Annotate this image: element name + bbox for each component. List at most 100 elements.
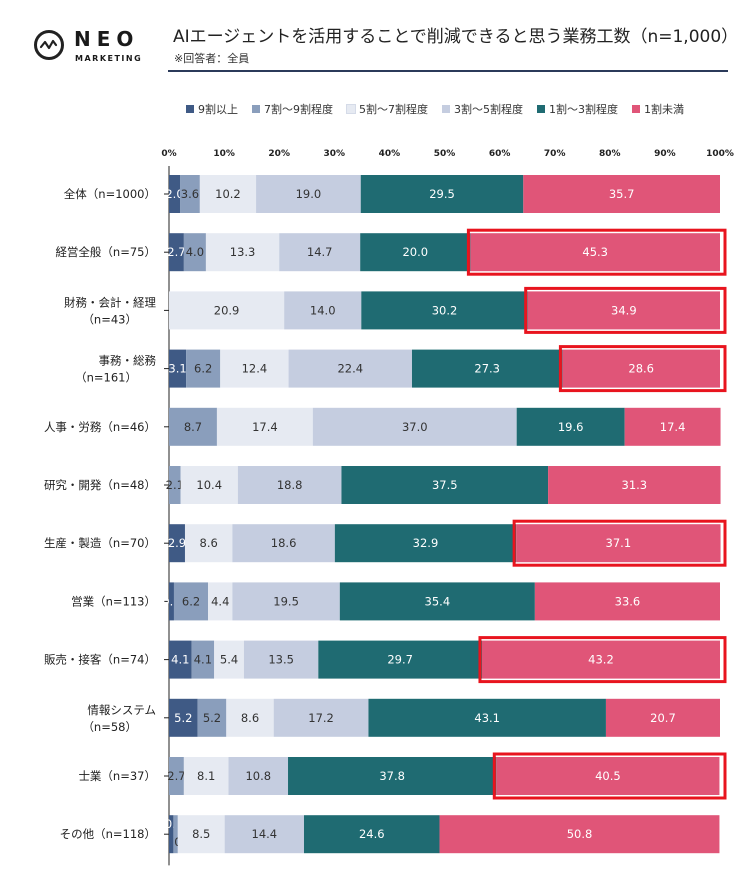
category-label: 全体（n=1000） [64, 187, 156, 201]
x-tick-label: 30% [324, 149, 346, 159]
data-label: 20.9 [214, 303, 240, 317]
data-label: 50.8 [567, 827, 593, 841]
data-label: 10.8 [245, 769, 271, 783]
data-label: 8.6 [200, 536, 218, 550]
data-label: 5.2 [203, 711, 221, 725]
bar-segment [534, 582, 720, 621]
bar-segment [256, 175, 361, 213]
data-label: 14.4 [252, 827, 278, 841]
data-label: 35.7 [609, 187, 635, 201]
bar-segment [183, 757, 229, 795]
bar-segment [220, 349, 289, 388]
data-label: 12.4 [242, 362, 268, 376]
bar-segment [169, 407, 217, 446]
bar-segment [312, 407, 517, 446]
data-label: 8.7 [184, 420, 202, 434]
bar-segment [184, 524, 233, 563]
bar-segment [180, 466, 238, 504]
legend-label: 3割～5割程度 [454, 103, 523, 116]
category-label-line: その他（n=118） [60, 827, 156, 841]
bar-segment [243, 640, 319, 679]
bar-segment [191, 640, 215, 679]
highlight-box [558, 345, 727, 393]
legend-label: 7割～9割程度 [264, 103, 333, 116]
bar-segment [288, 757, 497, 795]
legend-item: 1割～3割程度 [537, 101, 618, 117]
category-label: 事務・総務 （n=161） [75, 354, 156, 385]
bar-segment [361, 291, 528, 330]
legend-swatch [186, 105, 194, 113]
data-label: 8.5 [192, 827, 210, 841]
bar-segment [169, 349, 187, 388]
bar-segment [341, 466, 549, 504]
bar-segment [562, 349, 720, 388]
data-label: 45.3 [582, 245, 608, 259]
bar-segment [199, 175, 257, 213]
legend-label: 9割以上 [198, 103, 238, 116]
data-label: 28.6 [628, 362, 654, 376]
category-label-line: 営業（n=113） [71, 594, 156, 608]
legend-swatch [632, 105, 640, 113]
bar-segment [180, 175, 200, 213]
data-label: 6.2 [182, 594, 200, 608]
bar-segment [334, 524, 517, 563]
legend-label: 1割未満 [644, 103, 684, 116]
bar-segment [169, 640, 192, 679]
data-label: 14.7 [307, 245, 333, 259]
bar-segment [186, 349, 221, 388]
bar-segment [273, 698, 369, 737]
data-label: 4.4 [211, 594, 229, 608]
bar-segment [197, 698, 227, 737]
data-label: 29.7 [387, 653, 413, 667]
category-label-line: （n=58） [82, 720, 137, 734]
data-label: 17.4 [660, 420, 686, 434]
x-tick-label: 90% [654, 149, 676, 159]
data-label: 30.2 [432, 303, 458, 317]
bar-segment [169, 175, 181, 213]
chart-title: AIエージェントを活用することで削減できると思う業務工数（n=1,000） [173, 27, 739, 47]
bar-segment [411, 349, 563, 388]
bar-segment [624, 407, 721, 446]
data-label: 3.6 [181, 187, 199, 201]
title-divider [168, 70, 728, 72]
legend-item: 5割～7割程度 [346, 101, 428, 117]
brand-logo: NEO MARKETING [34, 26, 164, 68]
bar-segment [288, 349, 412, 388]
bar-segment [169, 815, 174, 854]
bar-segment [232, 524, 335, 563]
data-label: 31.3 [622, 478, 648, 492]
data-label: 4.1 [194, 653, 212, 667]
data-label: 14.0 [310, 303, 336, 317]
data-label: 13.3 [230, 245, 256, 259]
data-label: 18.6 [271, 536, 297, 550]
category-label: 営業（n=113） [71, 594, 156, 608]
data-label: 17.2 [308, 711, 334, 725]
data-label: 37.5 [432, 478, 458, 492]
legend-item: 3割～5割程度 [442, 101, 523, 117]
data-label: 4.0 [186, 245, 204, 259]
brand-subname: MARKETING [75, 54, 143, 63]
chart-subtitle: ※回答者：全員 [174, 52, 250, 65]
bar-segment [169, 582, 174, 621]
bar-segment [279, 233, 361, 272]
bar-segment [169, 698, 198, 737]
data-label: 37.0 [402, 420, 428, 434]
bar-segment [284, 291, 362, 330]
bar-segment [224, 815, 304, 854]
data-label: 19.5 [273, 594, 299, 608]
data-label: 20.7 [650, 711, 676, 725]
bar-segment [523, 175, 720, 213]
brand-name: NEO [74, 27, 140, 51]
data-label: 10.2 [215, 187, 241, 201]
data-label: 2.7 [167, 245, 185, 259]
data-label: 6.2 [194, 362, 212, 376]
bar-segment [339, 582, 535, 621]
category-label-line: 全体（n=1000） [64, 187, 156, 201]
bar-segment [226, 698, 274, 737]
bar-segment [173, 582, 209, 621]
category-label-line: 販売・接客（n=74） [44, 653, 156, 667]
category-label: 士業（n=37） [78, 769, 156, 783]
data-label: 22.4 [337, 362, 363, 376]
category-label-line: 生産・製造（n=70） [44, 536, 156, 550]
bar-segment [228, 757, 289, 795]
